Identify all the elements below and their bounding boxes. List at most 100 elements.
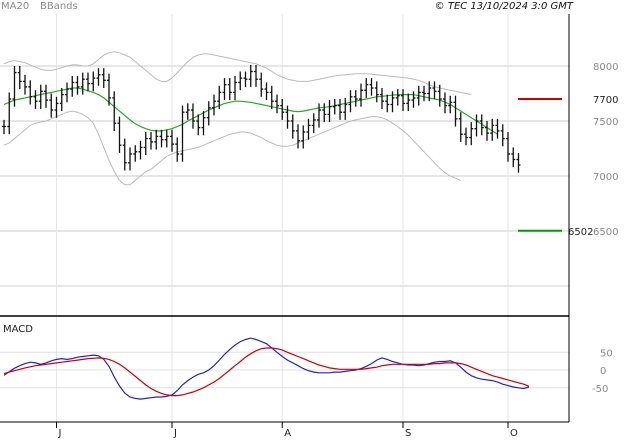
ohlc-bar [128, 147, 132, 171]
macd-line [3, 337, 530, 400]
resistance-label: 7700 [593, 95, 618, 106]
ohlc-bar [443, 92, 447, 114]
ohlc-bar [122, 138, 127, 171]
ohlc-bar [264, 82, 269, 101]
bbands-legend-label: BBands [40, 1, 78, 12]
ohlc-bar [44, 84, 48, 108]
price-legend: MA20 BBands [1, 1, 78, 12]
ohlc-bar [65, 82, 69, 103]
ohlc-bar [248, 64, 253, 87]
ohlc-bar [374, 81, 379, 103]
ohlc-bar [191, 103, 195, 129]
ohlc-bar [479, 114, 484, 136]
ohlc-bar [464, 127, 468, 146]
ohlc-bar [107, 73, 111, 106]
ohlc-bar [332, 99, 337, 115]
macd-tick-label: 0 [600, 366, 606, 377]
ohlc-bar [227, 78, 232, 101]
price-levels: 7700 6502 [518, 95, 618, 238]
ohlc-bar [395, 89, 400, 106]
macd-tick-label: 50 [600, 348, 613, 359]
ohlc-bar [180, 105, 185, 162]
ohlc-bar [437, 84, 442, 107]
ma20-line [3, 87, 498, 135]
ohlc-bar [359, 83, 363, 107]
ohlc-bar [411, 91, 416, 108]
ohlc-bar [280, 99, 285, 120]
ohlc-bar [59, 88, 64, 112]
ohlc-bar [196, 114, 201, 136]
ohlc-bar [485, 121, 489, 141]
ohlc-bar [175, 137, 180, 162]
price-tick-label: 7500 [593, 117, 618, 128]
ohlc-bar [23, 74, 27, 95]
price-axis: 8000 7500 7000 6500 [593, 62, 618, 238]
ohlc-bar [91, 71, 96, 92]
price-tick-label: 8000 [593, 62, 618, 73]
price-bands [3, 51, 498, 186]
ohlc-bar [101, 68, 106, 88]
ohlc-bar [143, 132, 148, 156]
ohlc-bar [327, 100, 332, 123]
ohlc-bar [238, 71, 243, 91]
macd-axis: 50 0 -50 [592, 348, 613, 395]
ohlc-bar [212, 94, 216, 116]
ohlc-bar [469, 122, 474, 146]
ohlc-bar [369, 78, 374, 96]
macd-tick-label: -50 [592, 384, 608, 395]
ohlc-bar [495, 118, 500, 139]
ohlc-bar [70, 75, 75, 97]
ohlc-bar [364, 78, 369, 98]
ohlc-bar [243, 71, 248, 87]
ohlc-bar [33, 90, 38, 109]
support-label: 6502 [568, 227, 593, 238]
ohlc-bar [54, 96, 59, 118]
ohlc-bar [233, 75, 237, 101]
x-tick-label: O [510, 428, 518, 439]
ohlc-bar [348, 90, 353, 113]
ohlc-bar [96, 68, 101, 86]
ma-legend-label: MA20 [1, 1, 29, 12]
ohlc-bar [338, 99, 342, 120]
ohlc-bar [474, 114, 479, 137]
ohlc-bar [28, 80, 33, 105]
ohlc-bar [401, 89, 405, 112]
ohlc-bar [80, 72, 85, 95]
price-bars [2, 64, 521, 173]
ohlc-bar [7, 92, 12, 135]
x-tick-label: J [58, 428, 62, 439]
ohlc-bar [38, 84, 43, 109]
ohlc-bar [453, 95, 458, 127]
ohlc-bar [259, 72, 264, 97]
ohlc-bar [427, 81, 432, 102]
ohlc-bar [201, 111, 206, 136]
ohlc-bar [390, 91, 395, 113]
ohlc-bar [138, 140, 143, 160]
ohlc-bar [222, 78, 227, 101]
ohlc-bar [254, 64, 258, 87]
ohlc-bar [133, 145, 138, 162]
ohlc-bar [17, 66, 22, 90]
ohlc-bar [516, 152, 521, 173]
ohlc-bar [432, 81, 437, 99]
macd-lines [3, 337, 530, 400]
ohlc-bar [112, 91, 117, 131]
ohlc-bar [217, 85, 222, 109]
ohlc-bar [159, 129, 164, 148]
x-tick-label: S [405, 428, 411, 439]
ohlc-bar [75, 75, 80, 95]
ohlc-bar [490, 118, 495, 141]
x-tick-label: J [173, 428, 177, 439]
ohlc-bar [275, 94, 279, 114]
ohlc-bar [301, 125, 306, 149]
ohlc-bar [422, 85, 426, 102]
copyright-text: © TEC 13/10/2024 3:0 GMT [435, 1, 574, 12]
ohlc-bar [2, 119, 6, 135]
ohlc-bar [500, 124, 505, 147]
ohlc-bar [385, 94, 390, 113]
ohlc-bar [290, 114, 295, 139]
x-tick-label: A [284, 428, 291, 439]
